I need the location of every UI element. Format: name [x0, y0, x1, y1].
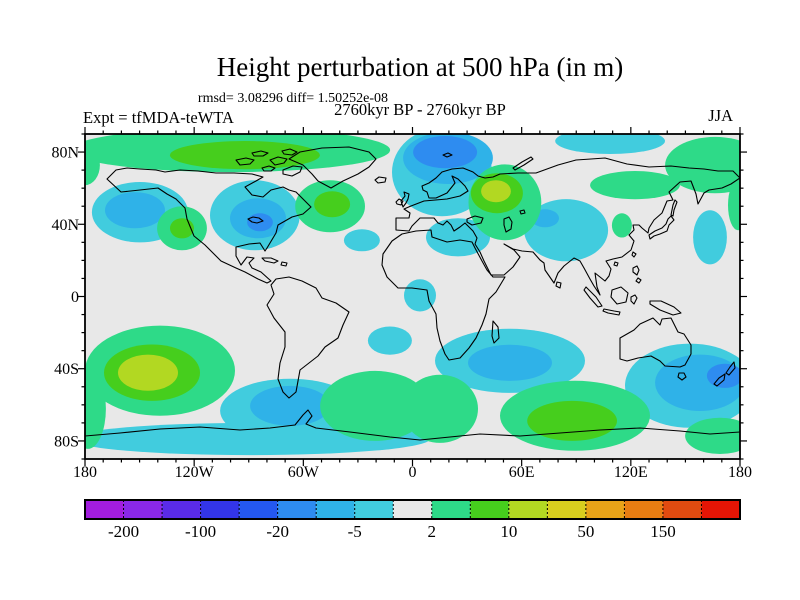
colorbar-border — [84, 499, 741, 520]
anomaly-drake-passage-mid — [250, 385, 331, 426]
anomaly-south-of-africa — [402, 374, 478, 443]
lat-tick-label: 80S — [54, 433, 79, 450]
colorbar-tick-label: -20 — [266, 522, 289, 541]
anomaly-barents-core — [413, 136, 478, 169]
stats-label: rmsd= 3.08296 diff= 1.50252e-08 — [198, 91, 388, 106]
anomaly-south-indian-mid — [468, 344, 552, 381]
anomaly-north-pacific-mid — [105, 192, 165, 229]
anomaly-canadian-arctic-core — [169, 141, 320, 170]
colorbar: -200 -100 -20 -5 2 10 50 150 — [84, 499, 741, 541]
colorbar-segment — [277, 500, 317, 519]
anomaly-arctic-east — [555, 134, 665, 154]
coast-british-isles — [395, 191, 410, 208]
colorbar-segment — [470, 500, 509, 519]
coast-antarctica — [85, 409, 740, 441]
axis-ticks — [78, 127, 747, 466]
anomaly-us-west-coast-core — [170, 218, 194, 239]
coast-taiwan-hainan — [613, 251, 637, 267]
colorbar-tick-label: -200 — [108, 522, 139, 541]
coast-eurasia — [395, 157, 740, 296]
anomaly-bering-northeast-pacific — [665, 136, 740, 194]
coast-north-america — [106, 167, 312, 284]
lon-tick-label: 180 — [73, 464, 97, 481]
season-label: JJA — [708, 106, 733, 125]
colorbar-tick-label: 50 — [577, 522, 594, 541]
colorbar-segment — [239, 500, 278, 519]
anomaly-antarctic-wrap-west — [85, 368, 106, 449]
anomaly-north-atlantic-core — [314, 191, 351, 218]
coast-south-america — [266, 276, 350, 399]
lat-tick-label: 0 — [71, 289, 79, 306]
colorbar-segment — [662, 500, 702, 519]
colorbar-segment — [431, 500, 471, 519]
period-label: 2760kyr BP - 2760kyr BP — [334, 100, 506, 119]
anomaly-contours — [85, 134, 740, 456]
colorbar-segment — [354, 500, 394, 519]
coast-japan — [648, 199, 678, 240]
colorbar-segment — [585, 500, 625, 519]
plot-title: Height perturbation at 500 hPa (in m) — [217, 52, 623, 82]
anomaly-gulf-of-guinea — [404, 279, 436, 312]
colorbar-segment — [701, 500, 740, 519]
lon-tick-label: 60W — [288, 464, 320, 481]
lat-tick-label: 40S — [54, 361, 79, 378]
colorbar-tick-label: -100 — [185, 522, 216, 541]
colorbar-segment — [624, 500, 663, 519]
coast-caspian-black-aral — [466, 209, 526, 233]
coast-great-lakes — [247, 216, 264, 224]
colorbar-segment — [316, 500, 355, 519]
colorbar-tick-label: 150 — [650, 522, 676, 541]
coast-greenland — [288, 146, 377, 189]
lon-tick-label: 60E — [509, 464, 535, 481]
anomaly-okhotsk-wrap-east — [728, 180, 740, 231]
coastlines — [85, 146, 740, 441]
axis-labels: 180 120W 60W 0 60E 120E 180 80N 40N 0 40S 80S — [51, 145, 752, 481]
colorbar-tick-label: 2 — [428, 522, 437, 541]
anomaly-antarctic-east — [685, 417, 740, 454]
coast-novaya-zemlya — [512, 156, 534, 171]
coast-svalbard — [442, 152, 453, 158]
coast-new-guinea — [649, 300, 682, 316]
colorbar-tick-label: 10 — [500, 522, 517, 541]
lon-tick-label: 120W — [175, 464, 215, 481]
colorbar-segment — [393, 500, 432, 519]
anomaly-japan — [611, 213, 632, 238]
colorbar-segment — [123, 500, 163, 519]
coast-caribbean — [261, 257, 288, 267]
coast-indonesia — [583, 286, 638, 316]
coast-sri-lanka — [555, 281, 562, 289]
anomaly-east-siberia — [590, 171, 680, 200]
colorbar-segment — [200, 500, 240, 519]
lon-tick-label: 180 — [728, 464, 752, 481]
colorbar-tick-label: -5 — [348, 522, 362, 541]
coast-africa — [381, 229, 506, 361]
coast-arctic-islands — [235, 148, 303, 177]
anomaly-bering-wrap-west — [85, 145, 100, 186]
coast-iceland — [374, 176, 387, 184]
lat-tick-label: 80N — [51, 145, 79, 162]
colorbar-segment — [547, 500, 586, 519]
anomaly-south-pacific-core — [118, 354, 178, 391]
coast-philippines — [632, 265, 642, 284]
lat-tick-label: 40N — [51, 217, 79, 234]
lon-tick-label: 0 — [409, 464, 417, 481]
colorbar-segment — [85, 500, 124, 519]
coast-australia — [619, 317, 692, 381]
colorbar-segment — [162, 500, 201, 519]
anomaly-central-atlantic — [343, 229, 380, 252]
coast-new-zealand — [713, 361, 736, 387]
anomaly-west-russia-core — [481, 180, 511, 203]
anomaly-northwest-pacific — [693, 210, 727, 265]
coast-madagascar — [491, 320, 500, 344]
anomaly-south-atlantic — [320, 370, 430, 441]
colorbar-segment — [508, 500, 548, 519]
anomaly-east-of-brazil — [367, 326, 412, 355]
experiment-label: Expt = tfMDA-teWTA — [83, 108, 234, 127]
lon-tick-label: 120E — [614, 464, 648, 481]
